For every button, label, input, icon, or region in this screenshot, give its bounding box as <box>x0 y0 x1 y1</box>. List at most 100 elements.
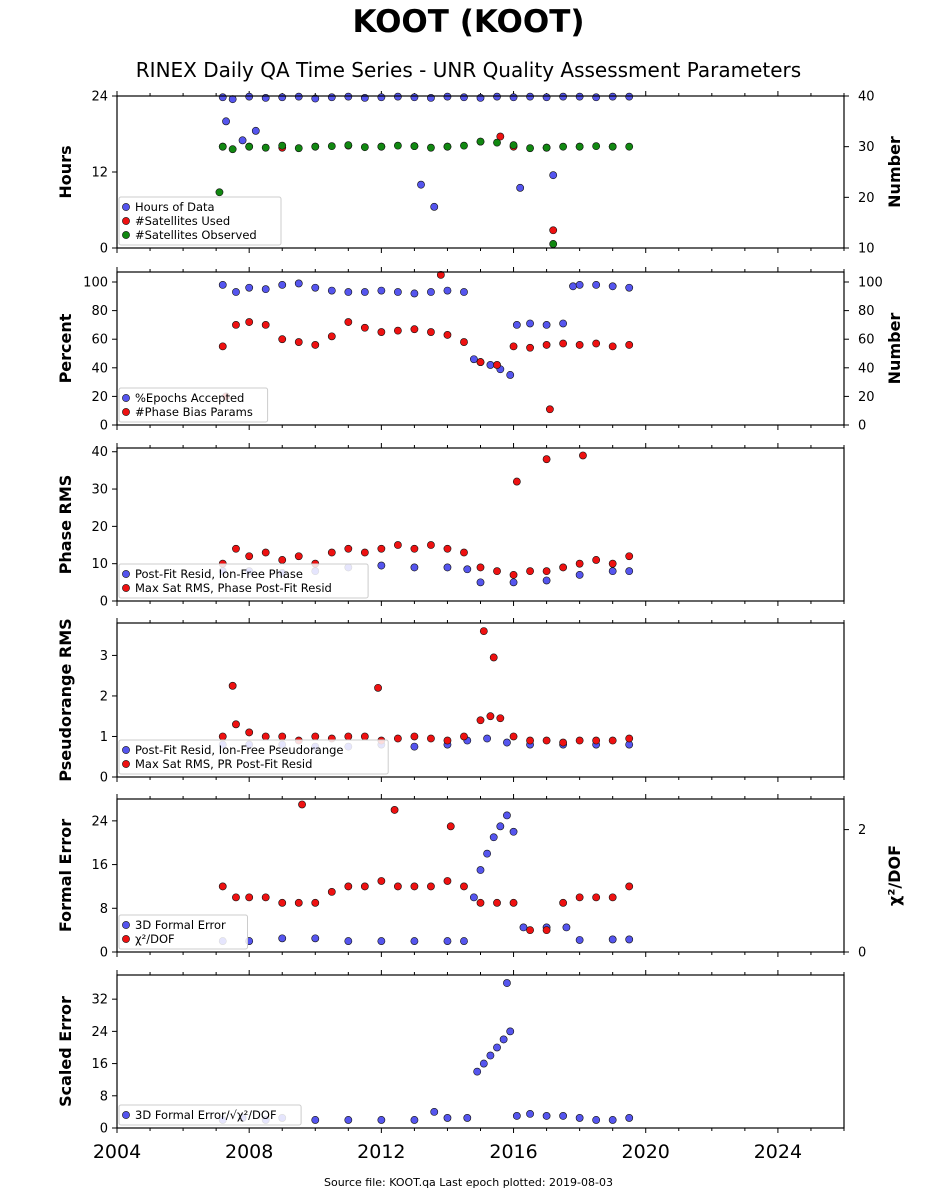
data-point <box>460 141 468 150</box>
data-point <box>327 887 336 896</box>
data-point <box>493 138 501 147</box>
data-point <box>592 736 601 745</box>
data-point <box>443 877 452 885</box>
data-point <box>261 321 270 329</box>
data-point <box>559 563 568 572</box>
data-point <box>360 323 369 332</box>
data-point <box>278 141 287 150</box>
data-point <box>427 328 435 336</box>
data-point <box>294 144 303 153</box>
y-axis-label: Phase RMS <box>56 475 75 575</box>
data-point <box>360 143 369 152</box>
legend-label: Post-Fit Resid, Ion-Free Phase <box>135 567 303 581</box>
y-tick-label: 3 <box>100 649 108 664</box>
y-tick-label: 8 <box>100 1089 108 1104</box>
data-point <box>608 736 617 745</box>
data-point <box>443 331 452 339</box>
data-point <box>608 935 617 944</box>
data-point <box>526 1110 534 1118</box>
data-point <box>245 728 254 737</box>
y-tick-label: 8 <box>100 902 108 917</box>
data-point <box>509 141 518 150</box>
data-point <box>575 341 584 349</box>
data-point <box>278 934 287 943</box>
data-point <box>542 736 551 745</box>
data-point <box>486 361 495 369</box>
data-point <box>298 800 306 809</box>
data-point <box>493 1043 501 1052</box>
data-point <box>559 738 568 747</box>
data-point <box>493 92 501 101</box>
data-point <box>278 732 287 741</box>
data-point <box>608 142 617 151</box>
data-point <box>360 548 369 557</box>
data-point <box>575 936 584 944</box>
data-point <box>245 552 254 561</box>
y-tick-label: 0 <box>100 771 108 786</box>
y2-tick-label: 40 <box>858 361 875 376</box>
data-point <box>476 898 485 907</box>
y2-tick-label: 100 <box>858 276 883 291</box>
data-point <box>327 286 336 295</box>
data-point <box>526 567 534 576</box>
data-point <box>559 1112 568 1120</box>
y-tick-label: 32 <box>91 993 108 1008</box>
data-point <box>625 935 634 944</box>
legend-box <box>118 914 248 950</box>
data-point <box>592 93 601 102</box>
data-point <box>218 732 227 741</box>
legend-label: #Phase Bias Params <box>135 405 253 419</box>
data-point <box>427 541 435 549</box>
plot-frame <box>116 447 845 602</box>
legend-marker <box>122 921 130 929</box>
data-point <box>608 893 617 902</box>
data-point <box>575 142 584 151</box>
data-point <box>232 321 240 329</box>
data-point <box>228 95 237 104</box>
data-point <box>476 866 485 874</box>
data-point <box>427 882 435 891</box>
data-point <box>483 849 492 858</box>
data-point <box>261 893 270 902</box>
y-tick-label: 24 <box>91 1025 108 1040</box>
data-point <box>377 937 386 945</box>
data-point <box>311 934 320 943</box>
data-point <box>503 811 511 820</box>
data-point <box>261 285 270 294</box>
y-axis-label: Percent <box>56 313 75 383</box>
data-point <box>473 1067 482 1076</box>
data-point <box>245 142 254 151</box>
y-tick-label: 100 <box>83 276 108 291</box>
data-point <box>427 143 435 152</box>
data-point <box>625 734 634 743</box>
data-point <box>493 898 501 907</box>
data-point <box>377 561 386 570</box>
data-point <box>393 734 402 743</box>
data-point <box>512 477 521 486</box>
data-point <box>496 822 505 831</box>
y2-axis-label: χ²/DOF <box>885 845 904 906</box>
data-point <box>360 732 369 741</box>
data-point <box>579 451 587 460</box>
legend-box <box>118 563 369 599</box>
data-point <box>592 280 601 289</box>
data-point <box>542 321 551 329</box>
data-point <box>232 288 240 296</box>
data-point <box>410 325 419 334</box>
data-point <box>460 93 468 102</box>
legend-marker <box>122 584 130 592</box>
data-point <box>575 570 584 579</box>
data-point <box>344 544 353 553</box>
data-point <box>327 548 336 557</box>
data-point <box>509 732 518 741</box>
y2-tick-label: 60 <box>858 333 875 348</box>
data-point <box>377 286 386 295</box>
data-point <box>460 338 468 346</box>
data-point <box>393 141 402 150</box>
data-point <box>215 188 224 197</box>
data-point <box>625 1114 634 1122</box>
data-point <box>509 570 518 579</box>
panel-scaled: 0 8 16 24 32 Scaled Error 3D Formal Error/√χ²/… <box>56 970 845 1137</box>
data-point <box>608 559 617 568</box>
